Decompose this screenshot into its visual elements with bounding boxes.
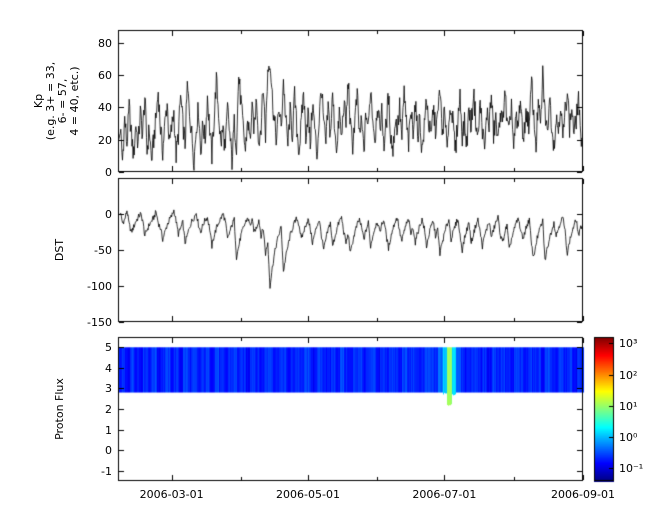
dst-ytick-label: -100 (87, 279, 112, 293)
x-tick-label: 2006-07-01 (412, 488, 477, 501)
proton_flux-ytick-label: 4 (105, 361, 112, 375)
proton_flux-ytick-label: -1 (101, 464, 112, 478)
proton_flux-ytick-label: 5 (105, 340, 112, 354)
proton_flux-ytick-label: 1 (105, 423, 112, 437)
proton-flux-axis-label: Proton Flux (53, 378, 66, 440)
proton_flux-ytick-label: 3 (105, 381, 112, 395)
proton_flux-ytick-label: 0 (105, 443, 112, 457)
x-tick-label: 2006-03-01 (139, 488, 204, 501)
proton_flux-ytick-label: 2 (105, 402, 112, 416)
dst-ytick-label: 0 (105, 207, 112, 221)
kp-ytick-label: 20 (98, 133, 112, 147)
kp-ytick-label: 40 (98, 100, 112, 114)
dst-axis-label: DST (53, 238, 66, 262)
x-tick-label: 2006-05-01 (276, 488, 340, 501)
kp-ytick-label: 0 (105, 165, 112, 179)
colorbar-tick-label: 10³ (619, 336, 638, 350)
colorbar-tick-label: 10⁰ (619, 430, 638, 444)
kp-ytick-label: 80 (98, 36, 112, 50)
x-tick-label: 2006-09-01 (551, 488, 615, 501)
dst-ytick-label: -50 (94, 243, 112, 257)
colorbar-tick-label: 10² (619, 368, 638, 382)
kp-ytick-label: 60 (98, 68, 112, 82)
dst-ytick-label: -150 (87, 315, 112, 329)
colorbar-tick-label: 10⁻¹ (619, 461, 644, 475)
colorbar-tick-label: 10¹ (619, 399, 638, 413)
